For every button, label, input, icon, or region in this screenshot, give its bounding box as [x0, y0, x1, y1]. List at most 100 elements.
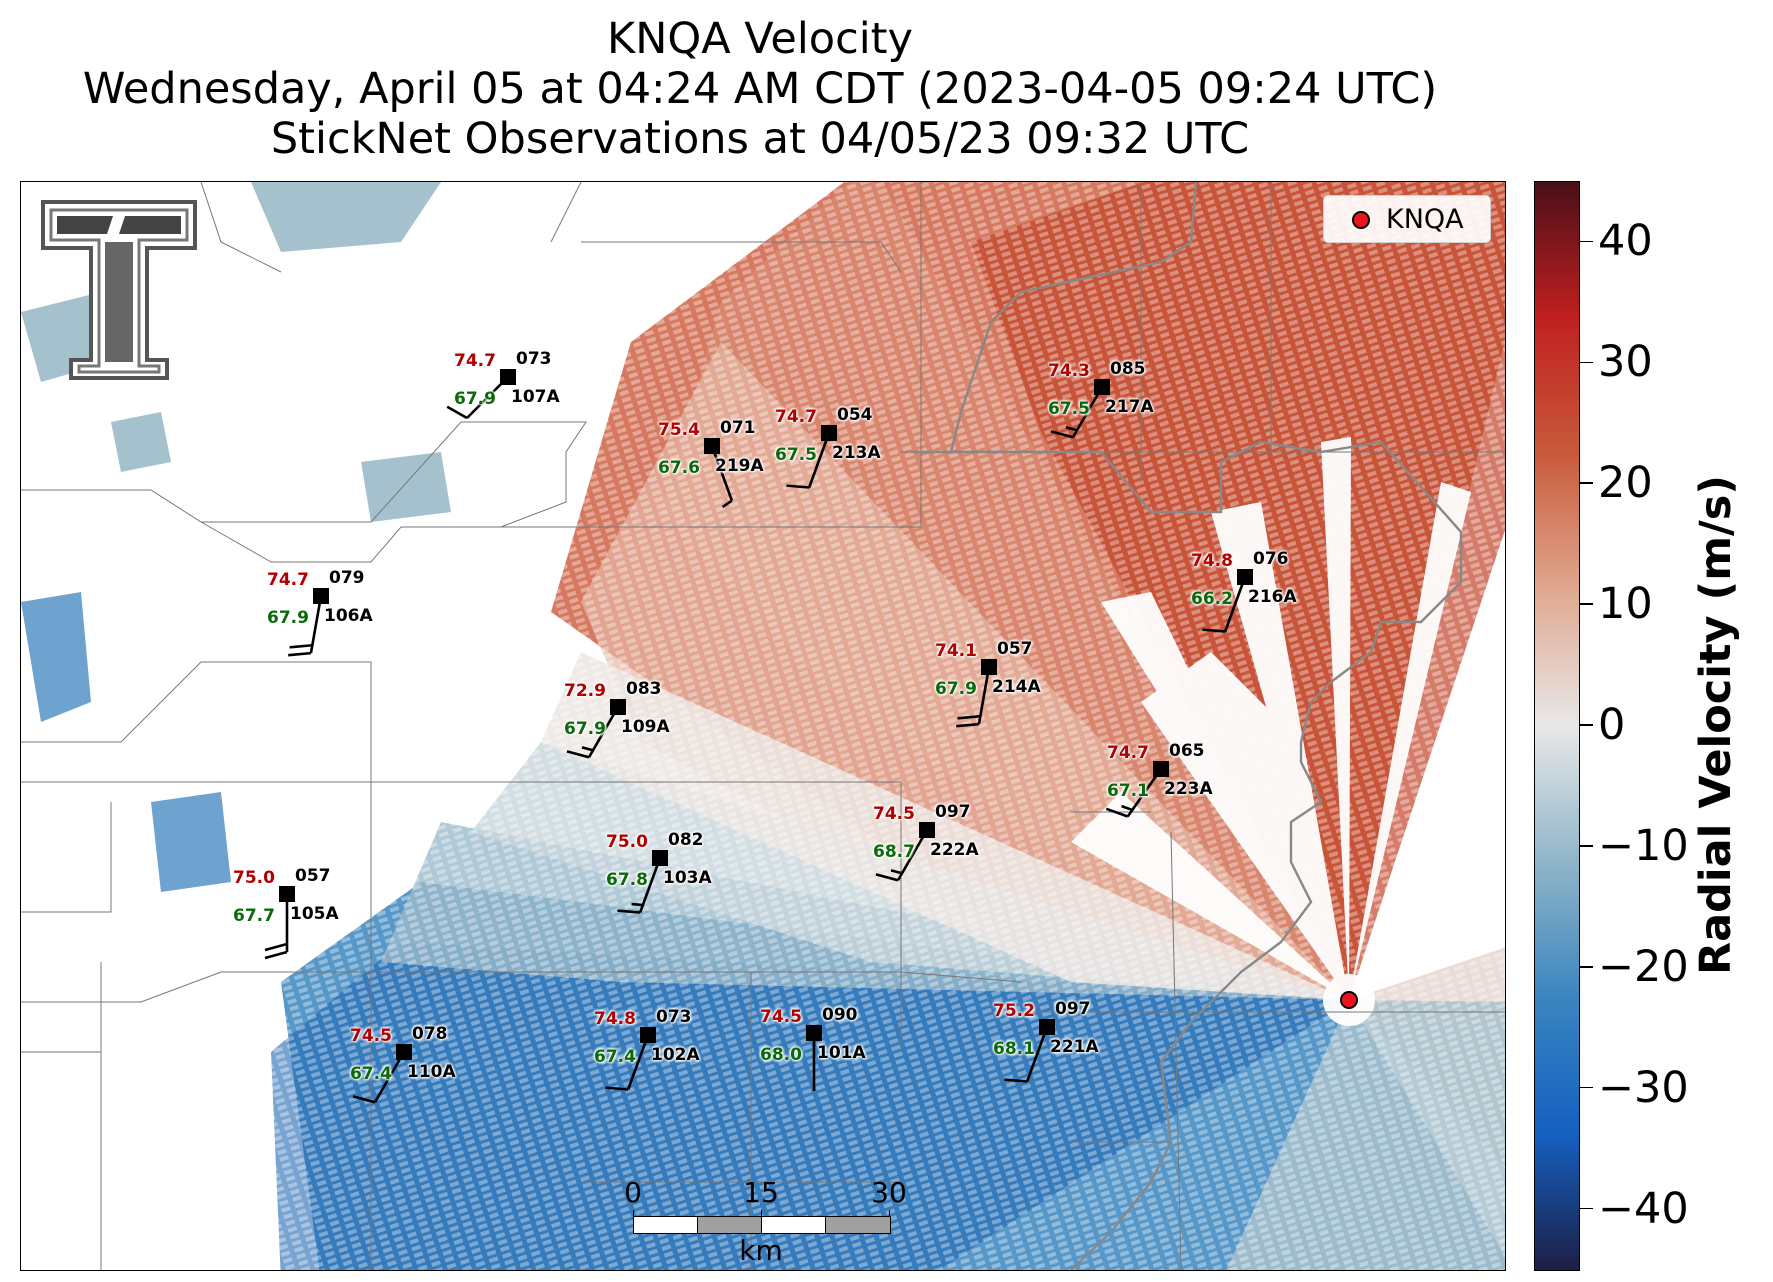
colorbar-tick-label: 20 — [1598, 458, 1653, 509]
station-marker — [1237, 569, 1253, 585]
colorbar-tick-mark — [1579, 361, 1593, 364]
colorbar-tick-mark — [1579, 845, 1593, 847]
station-pressure: 085 — [1110, 359, 1146, 379]
station-temperature: 74.8 — [594, 1009, 636, 1029]
wind-barb-feather — [446, 405, 468, 420]
scale-tick-30: 30 — [871, 1176, 907, 1209]
station-dewpoint: 68.1 — [993, 1039, 1035, 1059]
wind-barb-staff — [1223, 576, 1247, 632]
station-214A[interactable] — [956, 659, 997, 728]
station-pressure: 078 — [412, 1024, 448, 1044]
map-legend: KNQA — [1323, 195, 1491, 243]
station-219A[interactable] — [704, 438, 734, 509]
colorbar-tick-mark — [1579, 240, 1593, 243]
wind-barb-staff — [638, 857, 662, 913]
station-marker — [981, 659, 997, 675]
station-marker — [610, 699, 626, 715]
station-temperature: 74.5 — [873, 804, 915, 824]
station-id: 223A — [1164, 779, 1213, 799]
scale-tick-15: 15 — [743, 1176, 779, 1209]
wind-barb-feather — [566, 750, 590, 759]
station-pressure: 097 — [1055, 999, 1091, 1019]
station-103A[interactable] — [617, 850, 668, 914]
station-pressure: 076 — [1253, 549, 1289, 569]
station-dewpoint: 67.4 — [594, 1047, 636, 1067]
station-id: 103A — [663, 868, 712, 888]
wind-barb-feather — [1004, 1078, 1028, 1083]
wind-barb-feather — [1202, 628, 1226, 633]
station-213A[interactable] — [786, 425, 837, 489]
wind-barb-staff — [1071, 386, 1104, 438]
station-110A[interactable] — [352, 1044, 412, 1104]
station-pressure: 083 — [626, 679, 662, 699]
station-216A[interactable] — [1202, 569, 1253, 633]
station-dewpoint: 67.9 — [454, 389, 496, 409]
wind-barb-staff — [587, 706, 620, 758]
station-pressure: 057 — [295, 866, 331, 886]
station-marker — [1039, 1019, 1055, 1035]
station-107A[interactable] — [446, 369, 516, 420]
station-dewpoint: 67.9 — [267, 608, 309, 628]
scale-unit: km — [739, 1234, 783, 1267]
wind-barb-feather — [957, 714, 981, 720]
station-dewpoint: 67.9 — [935, 679, 977, 699]
title-line-1: KNQA Velocity — [607, 14, 913, 64]
wind-barb-feather — [605, 1086, 629, 1091]
station-marker — [806, 1025, 822, 1041]
station-102A[interactable] — [605, 1027, 656, 1091]
station-dewpoint: 67.1 — [1107, 781, 1149, 801]
station-id: 102A — [651, 1045, 700, 1065]
station-109A[interactable] — [566, 699, 626, 759]
colorbar-tick-label: 40 — [1598, 216, 1653, 267]
station-105A[interactable] — [264, 886, 295, 960]
station-temperature: 74.7 — [454, 351, 496, 371]
station-dewpoint: 67.7 — [233, 906, 275, 926]
station-pressure: 057 — [997, 639, 1033, 659]
station-pressure: 054 — [837, 405, 873, 425]
station-id: 216A — [1248, 587, 1297, 607]
station-temperature: 74.5 — [350, 1026, 392, 1046]
station-dewpoint: 67.9 — [564, 719, 606, 739]
station-temperature: 74.7 — [1107, 743, 1149, 763]
station-marker — [396, 1044, 412, 1060]
station-dewpoint: 68.0 — [760, 1045, 802, 1065]
station-temperature: 74.3 — [1048, 361, 1090, 381]
station-217A[interactable] — [1050, 379, 1110, 439]
colorbar-tick-label: 0 — [1598, 700, 1626, 750]
station-temperature: 75.2 — [993, 1001, 1035, 1021]
station-marker — [704, 438, 720, 454]
wind-barb-half-feather — [1121, 804, 1133, 812]
colorbar-tick-mark — [1579, 724, 1593, 726]
station-dewpoint: 68.7 — [873, 842, 915, 862]
wind-barb-staff — [710, 445, 734, 501]
station-106A[interactable] — [288, 588, 329, 657]
wind-barb-feather — [617, 909, 641, 914]
wind-barb-feather — [1105, 807, 1129, 818]
station-temperature: 75.0 — [606, 832, 648, 852]
wind-barb-feather — [264, 942, 288, 952]
radar-site-legend-marker — [1352, 211, 1370, 229]
wind-barb-staff — [626, 1034, 650, 1090]
station-temperature: 74.7 — [775, 407, 817, 427]
station-marker — [652, 850, 668, 866]
station-pressure: 065 — [1169, 741, 1205, 761]
station-id: 222A — [930, 840, 979, 860]
wind-barb-feather — [956, 722, 980, 728]
station-pressure: 079 — [329, 568, 365, 588]
station-223A[interactable] — [1105, 761, 1169, 818]
colorbar-tick-label: −20 — [1598, 941, 1689, 992]
station-222A[interactable] — [875, 822, 935, 882]
radar-map[interactable]: KNQA 74.7 67.9 073 107A 75.4 67.6 071 219A 74.7 6… — [20, 181, 1506, 1271]
wind-barb-feather — [786, 484, 810, 489]
station-marker — [313, 588, 329, 604]
colorbar-tick-label: −10 — [1598, 820, 1689, 871]
station-temperature: 74.5 — [760, 1007, 802, 1027]
station-101A[interactable] — [806, 1025, 822, 1091]
wind-barb-staff — [309, 595, 323, 654]
station-221A[interactable] — [1004, 1019, 1055, 1083]
colorbar-tick-mark — [1579, 1207, 1593, 1210]
title-line-2: Wednesday, April 05 at 04:24 AM CDT (202… — [82, 64, 1438, 114]
station-pressure: 097 — [935, 802, 971, 822]
station-marker — [500, 369, 516, 385]
velocity-colorbar — [1534, 181, 1580, 1271]
